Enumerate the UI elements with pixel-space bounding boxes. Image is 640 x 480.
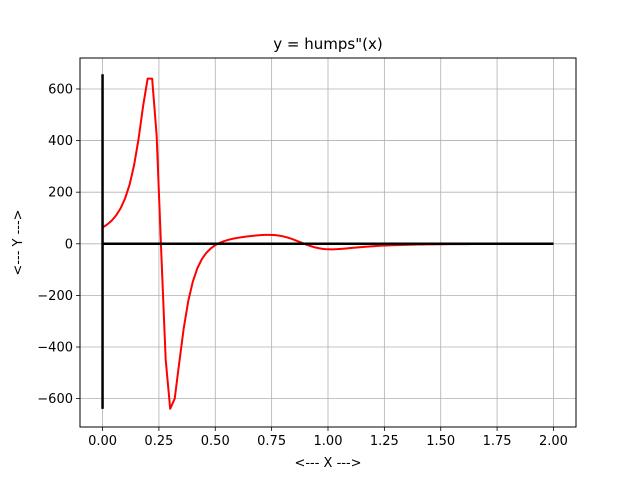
x-tick-label: 0.25: [144, 434, 173, 449]
y-tick-label: 0: [65, 237, 73, 252]
chart-title: y = humps"(x): [273, 35, 382, 53]
y-tick-label: −600: [37, 392, 73, 407]
y-tick-label: −200: [37, 289, 73, 304]
x-tick-label: 1.00: [314, 434, 343, 449]
y-axis-ticks: −600 −400 −200 0 200 400 600: [37, 82, 80, 407]
x-tick-label: 1.50: [426, 434, 455, 449]
y-tick-label: 400: [48, 134, 73, 149]
y-tick-label: −400: [37, 341, 73, 356]
x-tick-label: 2.00: [539, 434, 568, 449]
y-tick-label: 200: [48, 186, 73, 201]
reference-lines: [101, 74, 554, 409]
x-tick-label: 0.00: [88, 434, 117, 449]
x-tick-label: 0.50: [201, 434, 230, 449]
x-tick-label: 1.75: [483, 434, 512, 449]
y-axis-label: <--- Y --->: [11, 209, 26, 275]
x-tick-label: 0.75: [257, 434, 286, 449]
x-tick-label: 1.25: [370, 434, 399, 449]
x-axis-ticks: 0.00 0.25 0.50 0.75 1.00 1.25 1.50 1.75 2.00: [88, 427, 568, 449]
x-axis-label: <--- X --->: [294, 456, 361, 471]
y-tick-label: 600: [48, 82, 73, 97]
